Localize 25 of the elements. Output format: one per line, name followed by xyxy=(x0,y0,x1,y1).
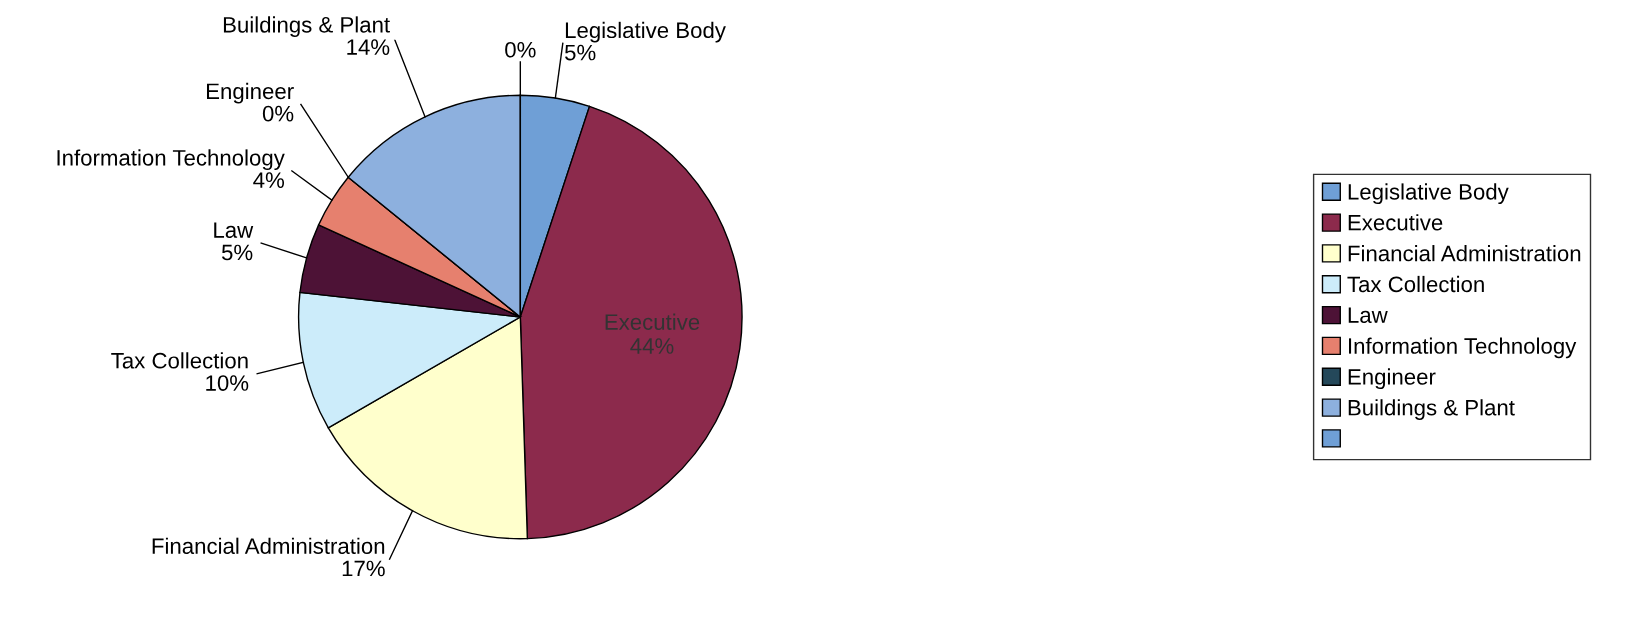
slice-label: Information Technology xyxy=(57,149,285,171)
data-label: 5% xyxy=(565,44,596,61)
data-label: 14% xyxy=(347,39,390,55)
legend-label: Executive xyxy=(1348,214,1443,231)
legend-label: Legislative Body xyxy=(1348,183,1509,205)
data-label: 5% xyxy=(221,244,253,261)
category-label: Engineer xyxy=(206,82,294,104)
slice-label: Law xyxy=(214,222,254,238)
legend-label: Buildings & Plant xyxy=(1348,399,1515,420)
slice-label: Executive xyxy=(605,313,700,330)
slice-label: Buildings & Plant xyxy=(223,16,390,38)
slice-label: Legislative Body xyxy=(565,21,726,43)
data-label: 44% xyxy=(630,338,674,354)
legend-label: Law xyxy=(1348,307,1388,324)
slice-label: Financial Administration xyxy=(152,537,385,554)
legend-label: Tax Collection xyxy=(1347,275,1484,293)
data-label: 4% xyxy=(253,172,285,188)
data-label: 10% xyxy=(206,375,249,391)
text: 0% xyxy=(262,105,294,122)
legend-label: Engineer xyxy=(1348,368,1436,390)
data-label: 17% xyxy=(342,560,385,577)
legend-label: Financial Administration xyxy=(1348,245,1581,262)
text: 0% xyxy=(505,41,536,58)
slice-label: Tax Collection xyxy=(111,352,248,369)
legend-label: Information Technology xyxy=(1348,337,1577,359)
